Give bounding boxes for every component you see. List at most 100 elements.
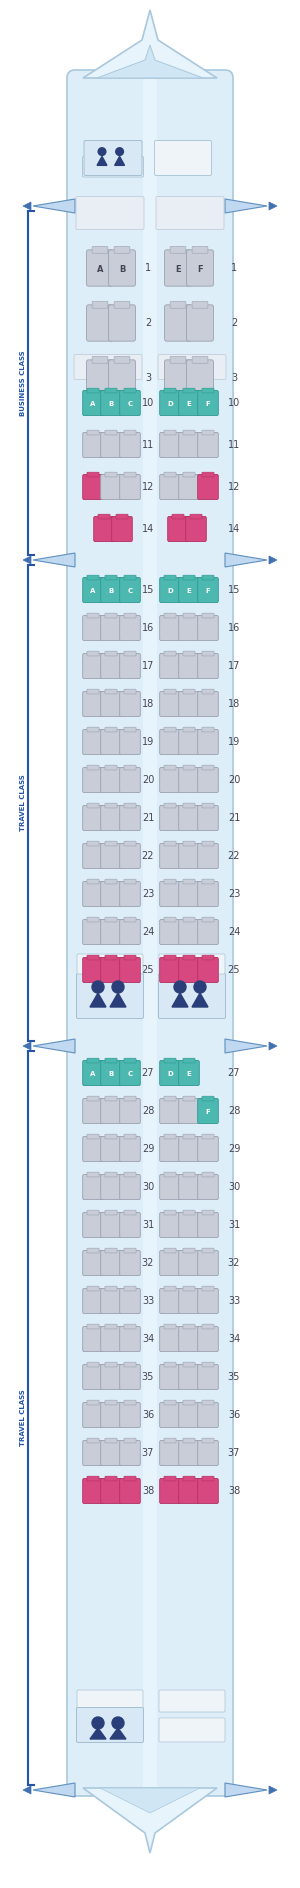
FancyBboxPatch shape (160, 1250, 180, 1276)
FancyBboxPatch shape (105, 1248, 117, 1254)
Text: 22: 22 (228, 851, 240, 861)
FancyBboxPatch shape (198, 1365, 218, 1390)
FancyBboxPatch shape (164, 1210, 176, 1216)
FancyBboxPatch shape (198, 1478, 218, 1503)
FancyBboxPatch shape (198, 957, 218, 982)
FancyBboxPatch shape (124, 1439, 136, 1442)
FancyBboxPatch shape (87, 955, 99, 959)
FancyBboxPatch shape (87, 1172, 99, 1176)
Text: 12: 12 (142, 481, 154, 493)
FancyBboxPatch shape (198, 691, 218, 717)
FancyBboxPatch shape (202, 1210, 214, 1216)
Text: 28: 28 (228, 1106, 240, 1116)
FancyBboxPatch shape (160, 653, 180, 678)
Text: 14: 14 (142, 525, 154, 534)
FancyBboxPatch shape (164, 389, 176, 393)
FancyBboxPatch shape (202, 689, 214, 695)
Text: E: E (187, 1070, 191, 1078)
Polygon shape (225, 1782, 267, 1797)
FancyBboxPatch shape (198, 432, 218, 457)
FancyBboxPatch shape (101, 578, 121, 602)
FancyBboxPatch shape (164, 576, 176, 580)
FancyBboxPatch shape (183, 1401, 195, 1405)
FancyBboxPatch shape (164, 1057, 176, 1063)
Text: B: B (119, 264, 125, 274)
Polygon shape (23, 1786, 31, 1794)
FancyBboxPatch shape (183, 1210, 195, 1216)
FancyBboxPatch shape (120, 1137, 140, 1161)
FancyBboxPatch shape (159, 1690, 225, 1712)
FancyBboxPatch shape (164, 727, 176, 733)
FancyBboxPatch shape (87, 249, 113, 287)
FancyBboxPatch shape (179, 844, 199, 868)
Text: 16: 16 (142, 623, 154, 632)
FancyBboxPatch shape (198, 474, 218, 500)
FancyBboxPatch shape (160, 1288, 180, 1314)
Text: E: E (175, 264, 181, 274)
FancyBboxPatch shape (179, 919, 199, 944)
FancyBboxPatch shape (83, 806, 103, 831)
FancyBboxPatch shape (198, 1174, 218, 1199)
FancyBboxPatch shape (101, 432, 121, 457)
Text: 25: 25 (142, 965, 154, 974)
FancyBboxPatch shape (105, 1361, 117, 1367)
FancyBboxPatch shape (170, 247, 186, 253)
FancyBboxPatch shape (101, 806, 121, 831)
FancyBboxPatch shape (183, 727, 195, 733)
FancyBboxPatch shape (183, 651, 195, 655)
FancyBboxPatch shape (124, 1210, 136, 1216)
FancyBboxPatch shape (124, 1057, 136, 1063)
FancyBboxPatch shape (105, 802, 117, 808)
FancyBboxPatch shape (101, 882, 121, 906)
Text: 3: 3 (231, 374, 237, 383)
FancyBboxPatch shape (179, 1137, 199, 1161)
FancyBboxPatch shape (183, 842, 195, 846)
FancyBboxPatch shape (101, 1099, 121, 1123)
Text: 2: 2 (145, 317, 151, 329)
FancyBboxPatch shape (198, 1137, 218, 1161)
FancyBboxPatch shape (94, 517, 114, 542)
FancyBboxPatch shape (160, 1137, 180, 1161)
FancyBboxPatch shape (105, 955, 117, 959)
FancyBboxPatch shape (105, 880, 117, 884)
FancyBboxPatch shape (179, 1441, 199, 1465)
Text: F: F (206, 400, 210, 408)
FancyBboxPatch shape (101, 1478, 121, 1503)
FancyBboxPatch shape (198, 1212, 218, 1237)
FancyBboxPatch shape (120, 578, 140, 602)
Text: F: F (206, 1108, 210, 1116)
FancyBboxPatch shape (124, 802, 136, 808)
FancyBboxPatch shape (101, 1403, 121, 1427)
FancyBboxPatch shape (183, 802, 195, 808)
FancyBboxPatch shape (198, 1441, 218, 1465)
FancyBboxPatch shape (105, 1401, 117, 1405)
FancyBboxPatch shape (120, 1212, 140, 1237)
Text: 23: 23 (142, 889, 154, 899)
Polygon shape (269, 202, 277, 210)
Text: D: D (167, 587, 173, 595)
FancyBboxPatch shape (87, 304, 113, 342)
FancyBboxPatch shape (160, 729, 180, 755)
FancyBboxPatch shape (124, 389, 136, 393)
FancyBboxPatch shape (109, 361, 135, 396)
Text: 11: 11 (228, 440, 240, 449)
FancyBboxPatch shape (83, 919, 103, 944)
FancyBboxPatch shape (198, 919, 218, 944)
Circle shape (112, 1716, 124, 1729)
FancyBboxPatch shape (165, 304, 191, 342)
FancyBboxPatch shape (92, 302, 108, 308)
FancyBboxPatch shape (124, 727, 136, 733)
FancyBboxPatch shape (164, 918, 176, 921)
FancyBboxPatch shape (114, 247, 130, 253)
FancyBboxPatch shape (160, 767, 180, 793)
Polygon shape (225, 1038, 267, 1054)
Circle shape (194, 982, 206, 993)
FancyBboxPatch shape (87, 1286, 99, 1291)
FancyBboxPatch shape (124, 576, 136, 580)
FancyBboxPatch shape (198, 578, 218, 602)
FancyBboxPatch shape (202, 651, 214, 655)
FancyBboxPatch shape (186, 517, 206, 542)
FancyBboxPatch shape (124, 614, 136, 617)
FancyBboxPatch shape (198, 882, 218, 906)
FancyBboxPatch shape (202, 1097, 214, 1101)
